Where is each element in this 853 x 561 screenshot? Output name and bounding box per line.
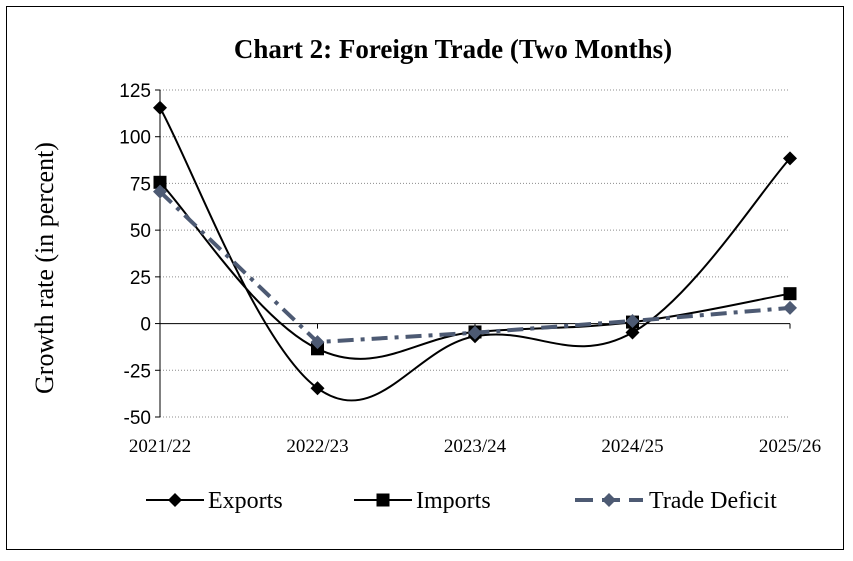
legend-entry: Imports — [354, 488, 491, 514]
data-point — [153, 100, 167, 115]
data-point — [625, 325, 640, 340]
x-tick-label: 2023/24 — [444, 436, 507, 457]
data-point — [783, 300, 797, 315]
data-point — [310, 381, 325, 396]
legend-swatch-marker — [376, 493, 390, 507]
series-exports — [153, 100, 797, 402]
legend-label: Trade Deficit — [649, 488, 777, 514]
series-trade-deficit — [153, 184, 797, 350]
data-point — [783, 287, 797, 301]
y-tick-label: 25 — [130, 268, 151, 289]
chart-title: Chart 2: Foreign Trade (Two Months) — [234, 34, 672, 64]
y-axis-label: Growth rate (in percent) — [30, 142, 59, 394]
data-point — [783, 151, 797, 166]
data-point — [153, 184, 167, 199]
series-line — [158, 190, 791, 345]
data-point — [153, 175, 167, 189]
x-tick-label: 2024/25 — [601, 436, 663, 457]
data-point — [468, 325, 482, 340]
data-point — [310, 335, 325, 350]
y-tick-label: 50 — [130, 221, 151, 242]
axes — [155, 89, 791, 418]
x-tick-label: 2025/26 — [759, 436, 821, 457]
y-tick-label: -25 — [124, 361, 151, 382]
legend: Exports Imports Trade Deficit — [146, 488, 777, 514]
legend-entry: Trade Deficit — [575, 488, 777, 514]
x-tick-label: 2022/23 — [286, 436, 348, 457]
y-tick-labels: -50 -25 0 25 50 75 100 125 — [119, 81, 151, 429]
y-tick-label: 75 — [130, 174, 151, 195]
y-tick-label: 100 — [119, 128, 151, 149]
chart-frame — [6, 6, 844, 550]
legend-label: Exports — [208, 488, 283, 514]
series-line — [159, 107, 791, 402]
legend-entry: Exports — [146, 488, 283, 514]
x-tick-label: 2021/22 — [129, 436, 191, 457]
legend-label: Imports — [416, 488, 491, 514]
gridlines — [160, 89, 790, 418]
x-tick-labels: 2021/22 2022/23 2023/24 2024/25 2025/26 — [129, 436, 821, 457]
legend-swatch-marker — [602, 493, 616, 507]
series-layer — [153, 100, 797, 402]
y-tick-label: -50 — [124, 408, 151, 429]
data-point — [625, 313, 640, 328]
legend-swatch-marker — [168, 493, 182, 507]
y-tick-label: 125 — [119, 81, 151, 102]
y-tick-label: 0 — [140, 315, 151, 336]
